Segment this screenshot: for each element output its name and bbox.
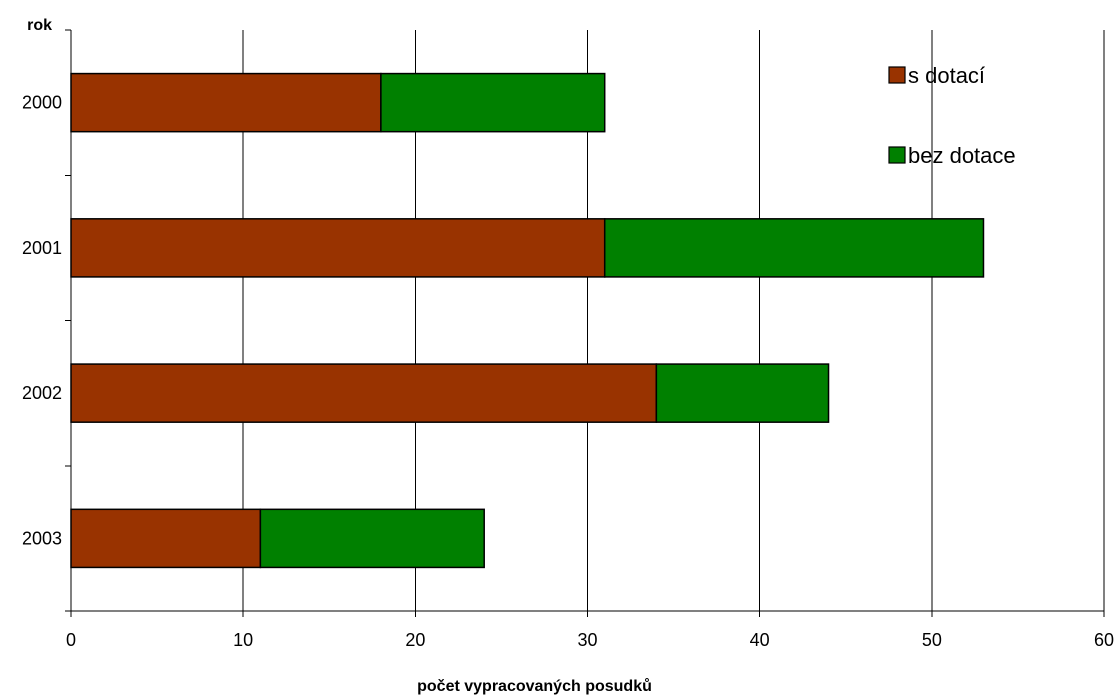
- bar-2002-series-2: [655, 363, 830, 423]
- x-tick-label-20: 20: [405, 630, 425, 650]
- y-category-label-2001: 2001: [22, 238, 62, 258]
- x-tick-label-30: 30: [577, 630, 597, 650]
- bar-2002-series-1: [70, 363, 658, 423]
- legend-label-1: s dotací: [908, 63, 985, 88]
- legend-swatch-2: [888, 146, 906, 164]
- y-axis-ticks: 2000 2001 2002 2003: [22, 29, 71, 612]
- bar-2001-series-2: [603, 218, 985, 278]
- y-category-label-2002: 2002: [22, 383, 62, 403]
- bar-2003-series-2: [259, 508, 485, 569]
- legend-label-2: bez dotace: [908, 143, 1016, 168]
- x-tick-label-40: 40: [750, 630, 770, 650]
- y-category-label-2000: 2000: [22, 93, 62, 113]
- bar-2003-series-1: [70, 508, 262, 569]
- legend: s dotací bez dotace: [888, 63, 1016, 168]
- x-tick-label-60: 60: [1094, 630, 1114, 650]
- bar-2000-series-1: [70, 72, 382, 133]
- x-axis-ticks: 0 10 20 30 40 50 60: [66, 611, 1114, 650]
- y-axis-title: rok: [27, 17, 52, 34]
- legend-swatch-1: [888, 66, 906, 84]
- x-axis-title: počet vypracovaných posudků: [417, 678, 652, 695]
- x-tick-label-10: 10: [233, 630, 253, 650]
- bars: [70, 72, 985, 569]
- bar-2001-series-1: [70, 218, 606, 278]
- y-category-label-2003: 2003: [22, 528, 62, 548]
- x-tick-label-0: 0: [66, 630, 76, 650]
- x-tick-label-50: 50: [922, 630, 942, 650]
- bar-2000-series-2: [380, 72, 606, 133]
